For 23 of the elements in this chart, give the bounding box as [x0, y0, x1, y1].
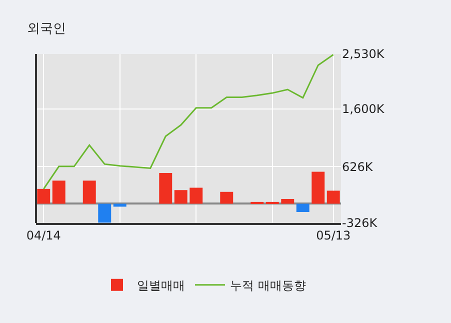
y-tick-label: 1,600K	[342, 102, 386, 116]
bar	[37, 188, 50, 204]
bar	[312, 172, 325, 204]
bar	[190, 188, 203, 204]
y-tick-label: 2,530K	[342, 47, 386, 62]
bar	[296, 204, 310, 212]
legend-label: 일별매매	[137, 278, 185, 292]
bar	[326, 190, 340, 204]
x-tick-label: 05/13	[316, 228, 351, 242]
bar	[98, 204, 112, 223]
bar	[82, 180, 96, 204]
bar	[159, 172, 172, 204]
bar	[220, 192, 234, 204]
line-series	[42, 54, 334, 190]
bar	[113, 204, 126, 207]
chart-title: 외국인	[27, 21, 66, 36]
bar	[281, 198, 294, 204]
bar	[174, 190, 188, 204]
legend-label: 누적 매매동향	[230, 278, 306, 292]
x-tick-label: 04/14	[26, 228, 61, 242]
y-tick-label: 626K	[342, 160, 374, 174]
y-tick-label: -326K	[342, 216, 378, 230]
bar	[52, 180, 66, 204]
